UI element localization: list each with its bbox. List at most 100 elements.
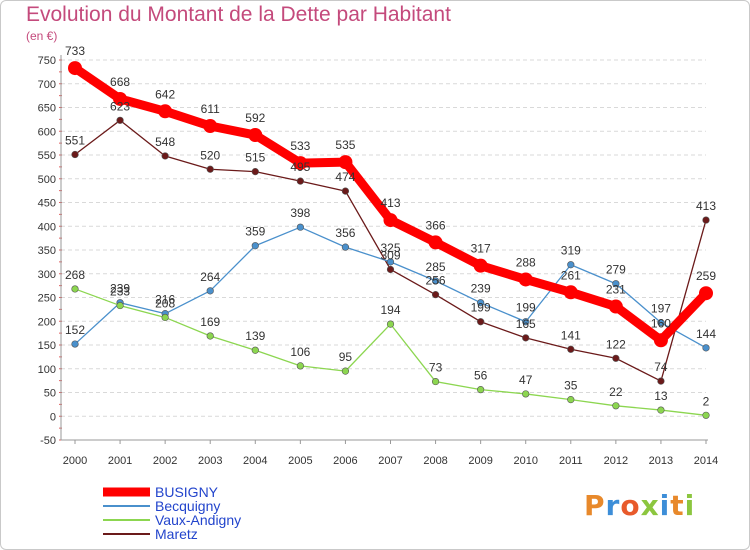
- y-tick-label: 650: [38, 103, 56, 115]
- data-point: [161, 152, 169, 160]
- y-tick-label: 150: [38, 340, 56, 352]
- data-label: 325: [380, 241, 400, 255]
- data-label: 366: [426, 218, 446, 232]
- proxiti-logo: Proxiti: [584, 489, 695, 522]
- data-point: [206, 287, 214, 295]
- data-label: 515: [245, 151, 265, 165]
- data-label: 56: [474, 369, 488, 383]
- data-point: [386, 258, 395, 266]
- x-tick-label: 2011: [559, 455, 583, 467]
- data-point: [699, 286, 713, 301]
- x-tick-label: 2013: [649, 455, 673, 467]
- data-point: [203, 119, 218, 134]
- y-tick-label: 250: [38, 293, 56, 305]
- data-label: 279: [606, 263, 626, 277]
- data-label: 413: [696, 199, 716, 213]
- x-tick-label: 2004: [243, 455, 267, 467]
- data-point: [431, 277, 440, 285]
- data-label: 261: [561, 268, 581, 282]
- data-point: [702, 344, 710, 352]
- data-label: 256: [426, 274, 446, 288]
- logo-letter: o: [620, 489, 641, 522]
- data-point: [431, 291, 440, 299]
- legend-entry: BUSIGNY: [155, 484, 219, 500]
- data-point: [473, 258, 488, 273]
- data-label: 548: [155, 135, 175, 149]
- x-tick-label: 2009: [468, 455, 492, 467]
- x-tick-label: 2003: [198, 455, 222, 467]
- data-point: [341, 187, 350, 195]
- data-label: 623: [110, 99, 130, 113]
- data-label: 160: [651, 316, 671, 330]
- data-label: 197: [651, 302, 671, 316]
- data-label: 535: [335, 138, 355, 152]
- data-label: 239: [110, 282, 130, 296]
- data-point: [251, 168, 259, 176]
- data-label: 165: [516, 317, 536, 331]
- data-label: 22: [609, 385, 623, 399]
- x-tick-label: 2014: [694, 455, 718, 467]
- data-point: [116, 301, 124, 310]
- data-label: 95: [339, 350, 353, 364]
- data-point: [71, 150, 79, 159]
- data-label: 259: [696, 269, 716, 283]
- logo-letter: t: [670, 489, 685, 522]
- y-tick-label: 500: [38, 174, 56, 186]
- y-tick-label: 750: [38, 55, 56, 67]
- legend-entry: Becquigny: [155, 498, 220, 514]
- data-label: 2: [703, 394, 710, 408]
- data-label: 642: [155, 87, 175, 101]
- data-point: [251, 346, 259, 354]
- x-tick-label: 2012: [604, 455, 628, 467]
- logo-letter: i: [659, 489, 671, 522]
- x-tick-label: 2005: [288, 455, 312, 467]
- x-tick-label: 2002: [153, 455, 177, 467]
- x-tick-label: 2010: [513, 455, 537, 467]
- data-point: [161, 313, 169, 322]
- data-label: 288: [516, 255, 536, 269]
- data-label: 413: [380, 196, 400, 210]
- data-point: [293, 156, 308, 171]
- data-point: [386, 265, 395, 274]
- data-label: 319: [561, 244, 581, 258]
- data-label: 398: [290, 206, 310, 220]
- y-tick-label: 300: [38, 269, 56, 281]
- y-tick-label: 700: [38, 79, 56, 91]
- data-point: [248, 128, 263, 143]
- data-point: [296, 223, 304, 231]
- data-point: [477, 299, 485, 307]
- data-label: 152: [65, 323, 85, 337]
- x-tick-label: 2001: [108, 455, 132, 467]
- data-point: [477, 386, 485, 394]
- data-label: 317: [471, 242, 491, 256]
- y-tick-label: 550: [38, 150, 56, 162]
- data-point: [522, 318, 530, 326]
- x-tick-label: 2007: [378, 455, 402, 467]
- data-point: [522, 334, 530, 342]
- data-point: [383, 213, 398, 228]
- data-point: [653, 333, 668, 348]
- chart-title: Evolution du Montant de la Dette par Hab…: [26, 3, 451, 26]
- x-tick-label: 2000: [63, 455, 87, 467]
- data-point: [206, 332, 214, 340]
- data-label: 139: [245, 329, 265, 343]
- data-point: [567, 261, 575, 269]
- data-label: 233: [110, 285, 130, 299]
- data-point: [71, 340, 79, 348]
- y-tick-label: 600: [38, 126, 56, 138]
- data-label: 592: [245, 111, 265, 125]
- data-label: 74: [654, 360, 668, 374]
- y-tick-label: 0: [50, 411, 56, 423]
- data-label: 239: [471, 282, 491, 296]
- data-point: [296, 177, 304, 185]
- data-point: [158, 104, 173, 119]
- data-label: 285: [426, 260, 446, 274]
- data-label: 668: [110, 75, 130, 89]
- y-tick-label: 350: [38, 245, 56, 257]
- data-point: [657, 319, 665, 327]
- data-point: [341, 243, 350, 251]
- data-point: [431, 377, 440, 386]
- x-tick-label: 2006: [333, 455, 357, 467]
- data-label: 359: [245, 225, 265, 239]
